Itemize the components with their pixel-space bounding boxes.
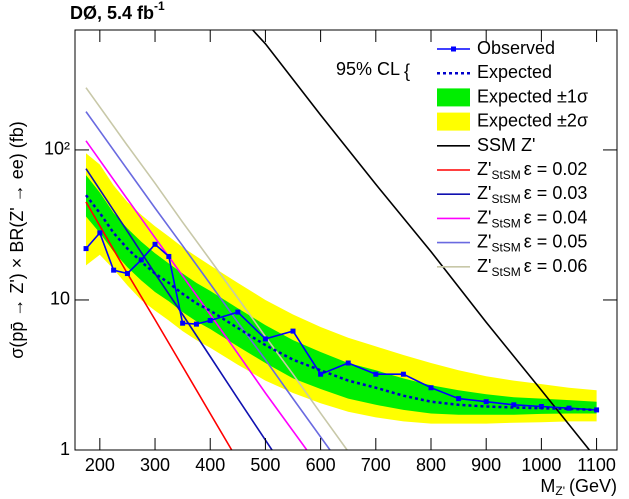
theory-line [85, 111, 331, 450]
chart-title: DØ, 5.4 fb-1 [70, 0, 165, 23]
data-point [166, 253, 172, 259]
x-tick-label: 200 [85, 455, 115, 475]
y-tick-label: 1 [60, 439, 70, 459]
x-tick-label: 1100 [577, 455, 616, 475]
data-point [538, 403, 544, 409]
legend-label: Z'StSM ε = 0.05 [477, 231, 587, 254]
y-tick-label: 10 [50, 289, 70, 309]
data-point [400, 371, 406, 377]
x-tick-label: 300 [140, 455, 170, 475]
legend-label: Z'StSM ε = 0.06 [477, 256, 587, 279]
x-tick-label: 400 [195, 455, 225, 475]
data-point [207, 317, 213, 323]
band [86, 175, 597, 415]
series-line [85, 194, 597, 412]
x-tick-label: 800 [416, 455, 446, 475]
data-point [483, 399, 489, 405]
x-tick-label: 700 [361, 455, 391, 475]
x-tick-label: 1000 [521, 455, 561, 475]
theory-line [252, 30, 591, 450]
x-tick-label: 600 [306, 455, 336, 475]
x-tick-label: 900 [471, 455, 501, 475]
data-point [566, 405, 572, 411]
legend-header: 95% CL [336, 59, 400, 79]
theory-line [85, 140, 308, 450]
data-point [193, 321, 199, 327]
legend-label: Z'StSM ε = 0.03 [477, 183, 587, 206]
frame [74, 29, 618, 451]
y-axis-label: σ(pp̄ → Z') × BR(Z' → ee) (fb) [7, 121, 27, 359]
y-tick-label: 10² [44, 139, 70, 159]
data-point [83, 246, 89, 252]
theory-line [85, 201, 233, 450]
data-point [124, 271, 130, 277]
data-point [456, 396, 462, 402]
theory-line [85, 168, 273, 450]
legend-label: Expected [477, 62, 552, 82]
legend-label: SSM Z' [477, 135, 535, 155]
legend-marker [451, 46, 456, 52]
data-point [290, 328, 296, 334]
legend: Observed Expected Expected ±1σ Expected ±2σ… [437, 38, 588, 279]
data-point [262, 336, 268, 342]
data-point [111, 267, 117, 273]
data-point [138, 257, 144, 263]
x-tick-label: 500 [250, 455, 280, 475]
data-point [97, 230, 103, 236]
legend-swatch [437, 112, 470, 131]
data-point [345, 360, 351, 366]
data-point [428, 385, 434, 391]
data-point [318, 371, 324, 377]
legend-label: Z'StSM ε = 0.02 [477, 159, 587, 182]
data-point [373, 371, 379, 377]
legend-label: Z'StSM ε = 0.04 [477, 207, 587, 230]
data-point [180, 320, 186, 326]
data-point [235, 309, 241, 315]
plot-area [83, 30, 600, 450]
legend-brace: { [404, 61, 410, 81]
data-point [511, 402, 517, 408]
legend-label: Observed [477, 38, 555, 58]
theory-line [85, 87, 348, 450]
legend-label: Expected ±2σ [477, 110, 588, 130]
legend-swatch [437, 88, 470, 107]
legend-label: Expected ±1σ [477, 86, 588, 106]
x-axis-label: MZ' (GeV) [540, 476, 617, 498]
data-point [152, 241, 158, 247]
